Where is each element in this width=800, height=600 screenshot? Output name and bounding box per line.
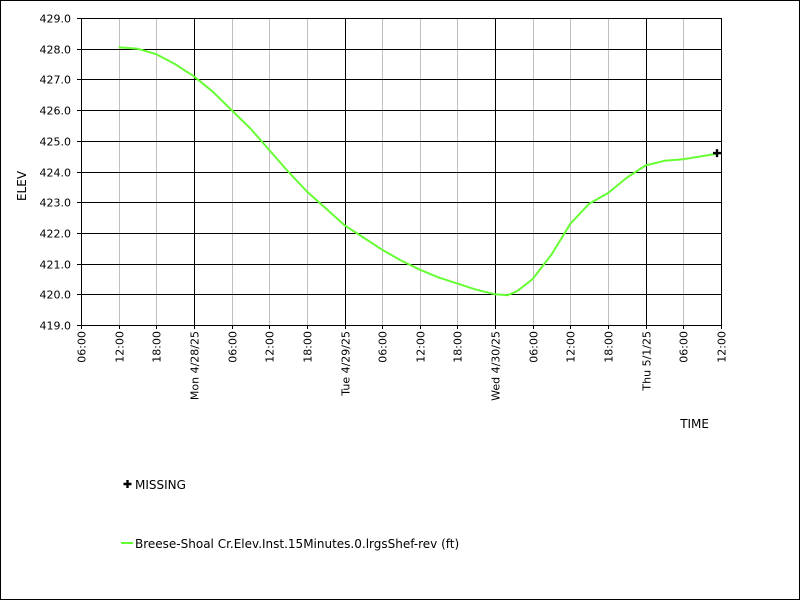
- x-tick-label-14: 18:00: [603, 331, 616, 363]
- y-tick-label-4: 423.0: [40, 197, 72, 210]
- x-tick-label-1: 12:00: [114, 331, 127, 363]
- x-tick-label-7: Tue 4/29/25: [340, 331, 353, 397]
- missing-plus-icon: [123, 480, 132, 488]
- y-tick-label-2: 421.0: [40, 259, 72, 272]
- major-gridlines: [81, 18, 721, 325]
- x-tick-label-4: 06:00: [227, 331, 240, 363]
- y-tick-label-7: 426.0: [40, 105, 72, 118]
- y-tick-label-3: 422.0: [40, 228, 72, 241]
- plot-area-border: [81, 18, 722, 326]
- series-layer: [118, 46, 722, 297]
- y-tick-label-1: 420.0: [40, 289, 72, 302]
- y-axis-ticks: 419.0 420.0 421.0 422.0 423.0 424.0 425.0 426.0…: [40, 13, 81, 333]
- minor-gridlines: [119, 18, 684, 325]
- y-tick-label-10: 429.0: [40, 13, 72, 26]
- x-tick-label-8: 06:00: [377, 331, 390, 363]
- x-tick-label-6: 18:00: [302, 331, 315, 363]
- legend-label-missing: MISSING: [135, 478, 186, 492]
- legend-item-series: Breese-Shoal Cr.Elev.Inst.15Minutes.0.lr…: [121, 537, 459, 551]
- missing-markers: [713, 149, 721, 158]
- series-line-0: [118, 46, 722, 297]
- x-tick-label-11: Wed 4/30/25: [490, 331, 503, 401]
- y-axis-label: ELEV: [15, 170, 29, 201]
- x-tick-label-0: 06:00: [76, 331, 89, 363]
- x-tick-label-5: 12:00: [264, 331, 277, 363]
- x-tick-label-13: 12:00: [565, 331, 578, 363]
- x-tick-label-15: Thu 5/1/25: [641, 331, 654, 392]
- y-tick-label-5: 424.0: [40, 167, 72, 180]
- y-tick-label-9: 428.0: [40, 44, 72, 57]
- x-axis-ticks: 06:00 12:00 18:00 Mon 4/28/25 06:00 12:00 18:0…: [76, 325, 729, 401]
- y-tick-label-8: 427.0: [40, 74, 72, 87]
- x-tick-label-16: 06:00: [678, 331, 691, 363]
- x-tick-label-2: 18:00: [151, 331, 164, 363]
- legend: MISSING Breese-Shoal Cr.Elev.Inst.15Minu…: [121, 478, 459, 551]
- x-tick-label-3: Mon 4/28/25: [189, 331, 202, 400]
- x-tick-label-17: 12:00: [716, 331, 729, 363]
- missing-marker-0: [713, 149, 721, 158]
- legend-item-missing: MISSING: [123, 478, 186, 492]
- y-tick-label-0: 419.0: [40, 320, 72, 333]
- x-tick-label-12: 06:00: [528, 331, 541, 363]
- x-tick-label-9: 12:00: [415, 331, 428, 363]
- legend-label-series: Breese-Shoal Cr.Elev.Inst.15Minutes.0.lr…: [135, 537, 459, 551]
- x-axis-label: TIME: [679, 417, 709, 431]
- x-tick-label-10: 18:00: [452, 331, 465, 363]
- y-tick-label-6: 425.0: [40, 136, 72, 149]
